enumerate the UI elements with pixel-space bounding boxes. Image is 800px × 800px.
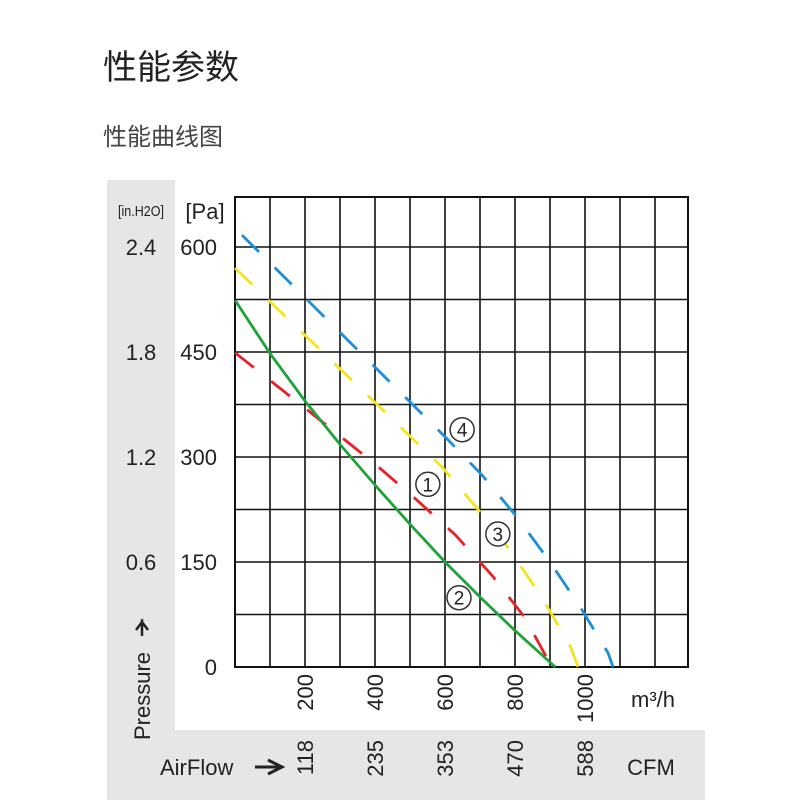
chart-heading: 性能曲线图 xyxy=(103,123,223,151)
y-unit-secondary: [in.H2O] xyxy=(118,203,164,220)
x-tick-label-secondary: 353 xyxy=(433,740,458,777)
x-tick-label-secondary: 235 xyxy=(363,740,388,777)
y-axis-title: Pressure xyxy=(130,618,155,740)
arrow-up-icon xyxy=(135,618,149,636)
x-tick-label: 200 xyxy=(293,674,318,711)
series-label: 2 xyxy=(454,589,465,610)
arrow-right-icon xyxy=(255,758,286,776)
x-tick-label-secondary: 470 xyxy=(503,740,528,777)
y-unit: [Pa] xyxy=(185,199,224,224)
left-panel xyxy=(107,180,175,800)
x-tick-label: 800 xyxy=(503,674,528,711)
y-tick-label: 600 xyxy=(180,235,217,260)
series-label-circle xyxy=(485,521,511,547)
x-tick-label: 600 xyxy=(433,674,458,711)
y-tick-label: 450 xyxy=(180,340,217,365)
x-tick-label: 1000 xyxy=(573,674,598,723)
x-axis-label: AirFlow xyxy=(160,755,233,780)
page-title: 性能参数 xyxy=(103,48,239,88)
y-tick-label-secondary: 2.4 xyxy=(126,235,157,260)
series-group: 1 2 3 4 xyxy=(233,234,615,669)
series-label-circle xyxy=(449,416,475,443)
series-line xyxy=(233,299,557,669)
series-label-circle xyxy=(415,471,441,498)
bottom-panel xyxy=(107,730,705,800)
x-unit: m³/h xyxy=(631,687,675,712)
y-axis-label: Pressure xyxy=(130,652,155,740)
y-tick-label: 300 xyxy=(180,445,217,470)
x-tick-label: 400 xyxy=(363,674,388,711)
series-line xyxy=(241,234,615,668)
y-tick-label-secondary: 1.8 xyxy=(126,340,157,365)
series-label: 3 xyxy=(493,525,504,546)
y-tick-label: 0 xyxy=(205,655,217,680)
series-label: 1 xyxy=(423,475,434,496)
axis-labels: [in.H2O] [Pa] m³/h CFM Pressure AirFlow … xyxy=(118,199,675,780)
x-tick-label-secondary: 588 xyxy=(573,740,598,777)
x-tick-label-secondary: 118 xyxy=(293,740,318,775)
y-tick-label: 150 xyxy=(180,550,217,575)
series-label-circle xyxy=(446,584,472,611)
series-label: 4 xyxy=(457,421,468,442)
x-unit-secondary: CFM xyxy=(627,755,675,780)
y-tick-label-secondary: 1.2 xyxy=(126,445,157,470)
y-tick-label-secondary: 0.6 xyxy=(126,550,157,575)
